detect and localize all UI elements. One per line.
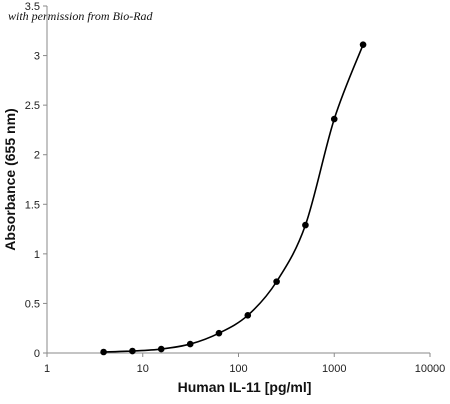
data-point	[186, 340, 194, 348]
x-tick-label: 10000	[415, 363, 446, 375]
y-tick-label: 3.5	[25, 1, 40, 13]
y-tick-label: 0	[34, 348, 40, 360]
data-point	[244, 312, 252, 319]
x-tick-label: 10	[137, 363, 149, 375]
y-axis-title: Absorbance (655 nm)	[2, 108, 18, 250]
data-point	[302, 221, 309, 229]
x-tick-label: 100	[229, 363, 247, 375]
x-axis-title: Human IL-11 [pg/ml]	[178, 379, 312, 395]
y-axis: 0 0.5 1 1.5 2 2.5 3 3.5	[25, 1, 47, 360]
fit-curve-line	[103, 44, 364, 353]
y-tick-label: 3	[34, 51, 40, 63]
plot-frame	[46, 6, 430, 354]
data-point	[359, 41, 367, 48]
chart-annotation: with permission from Bio-Rad	[8, 9, 154, 23]
data-point	[100, 348, 107, 356]
data-point	[330, 115, 338, 123]
x-tick-label: 1	[44, 363, 50, 375]
y-tick-label: 2	[34, 150, 40, 162]
data-series	[100, 41, 367, 356]
y-tick-label: 1	[34, 249, 40, 261]
x-axis: 1 10 100 1000 10000	[44, 353, 445, 375]
y-tick-label: 1.5	[25, 199, 40, 211]
x-tick-label: 1000	[322, 363, 346, 375]
data-point	[129, 347, 136, 355]
data-point	[215, 329, 223, 337]
data-point	[157, 345, 165, 353]
data-point	[273, 278, 280, 285]
y-tick-label: 2.5	[25, 100, 40, 112]
y-tick-label: 0.5	[25, 298, 40, 310]
